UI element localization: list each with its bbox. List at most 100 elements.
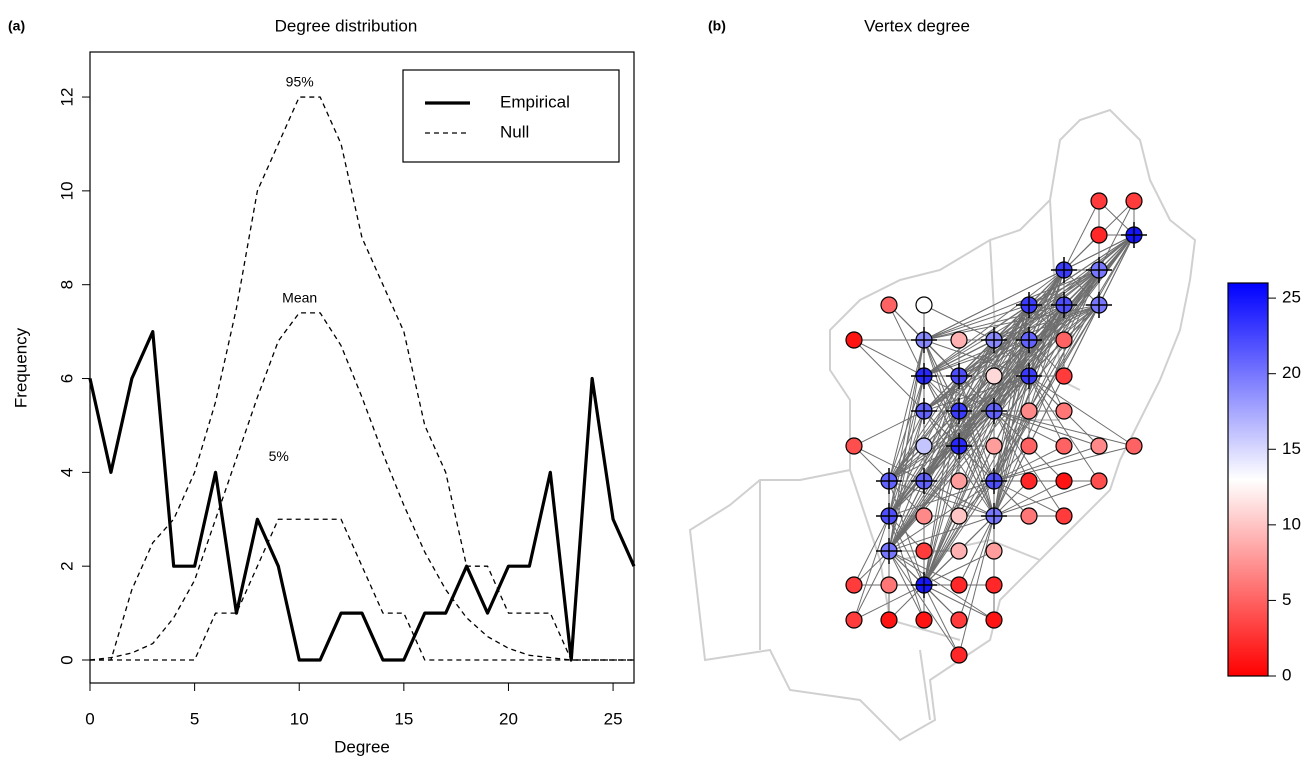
node bbox=[1055, 472, 1073, 490]
edge bbox=[853, 410, 925, 447]
edge bbox=[888, 410, 925, 482]
y-tick-label: 6 bbox=[57, 374, 76, 383]
colorbar-tick-label: 20 bbox=[1282, 363, 1301, 382]
x-axis-label: Degree bbox=[334, 737, 390, 756]
node bbox=[880, 576, 898, 594]
node bbox=[880, 611, 898, 629]
edge bbox=[1028, 339, 1065, 412]
edge bbox=[888, 550, 995, 621]
x-tick-label: 10 bbox=[290, 709, 309, 728]
colorbar-tick-label: 5 bbox=[1282, 590, 1291, 609]
plot-frame bbox=[89, 51, 635, 684]
edge bbox=[923, 584, 960, 656]
node bbox=[1055, 367, 1073, 385]
node bbox=[845, 331, 863, 349]
edge bbox=[923, 339, 1030, 377]
node bbox=[1090, 437, 1108, 455]
node bbox=[1055, 402, 1073, 420]
node bbox=[845, 611, 863, 629]
node bbox=[1090, 192, 1108, 210]
node bbox=[950, 576, 968, 594]
node bbox=[1020, 402, 1038, 420]
node bbox=[1055, 437, 1073, 455]
node bbox=[1055, 331, 1073, 349]
node bbox=[880, 296, 898, 314]
edge bbox=[958, 515, 995, 656]
series-line bbox=[88, 330, 636, 662]
series-annotation: 95% bbox=[286, 74, 314, 90]
panel-label: (b) bbox=[708, 18, 726, 34]
node bbox=[950, 472, 968, 490]
edge bbox=[923, 480, 995, 586]
legend-label: Empirical bbox=[500, 92, 570, 111]
edge bbox=[958, 515, 995, 621]
edge bbox=[888, 550, 925, 621]
edge bbox=[1028, 375, 1065, 447]
node bbox=[915, 611, 933, 629]
node bbox=[1125, 437, 1143, 455]
edge bbox=[923, 584, 995, 621]
node bbox=[915, 296, 933, 314]
edge bbox=[958, 515, 995, 586]
chart-title: Vertex degree bbox=[864, 16, 970, 35]
node bbox=[1090, 226, 1108, 244]
x-tick-label: 25 bbox=[604, 709, 623, 728]
edge bbox=[1028, 269, 1100, 306]
edge bbox=[923, 375, 1030, 412]
edge bbox=[888, 515, 995, 552]
node bbox=[845, 576, 863, 594]
node bbox=[1020, 507, 1038, 525]
series-line bbox=[90, 96, 634, 661]
y-tick-label: 4 bbox=[57, 468, 76, 477]
edge bbox=[958, 339, 1030, 377]
node bbox=[1020, 472, 1038, 490]
edge bbox=[993, 480, 1100, 517]
y-tick-label: 2 bbox=[57, 561, 76, 570]
edge bbox=[853, 339, 925, 377]
edge bbox=[853, 515, 890, 586]
node bbox=[985, 576, 1003, 594]
node bbox=[950, 611, 968, 629]
node bbox=[1020, 437, 1038, 455]
edge bbox=[923, 550, 995, 586]
edge bbox=[1028, 375, 1100, 482]
edge bbox=[1028, 375, 1135, 447]
node bbox=[985, 611, 1003, 629]
edge bbox=[923, 480, 995, 517]
edge bbox=[923, 269, 1100, 341]
map-outline bbox=[688, 108, 1197, 742]
colorbar bbox=[1227, 282, 1269, 677]
node bbox=[915, 542, 933, 560]
y-tick-label: 0 bbox=[57, 655, 76, 664]
y-tick-label: 10 bbox=[57, 181, 76, 200]
node bbox=[985, 367, 1003, 385]
node bbox=[915, 437, 933, 455]
node bbox=[985, 437, 1003, 455]
edge bbox=[853, 339, 925, 412]
node bbox=[1125, 192, 1143, 210]
series-annotation: Mean bbox=[282, 290, 317, 306]
panel-label: (a) bbox=[8, 18, 25, 34]
series-line bbox=[89, 312, 634, 661]
edge bbox=[853, 445, 925, 482]
edge bbox=[1063, 200, 1100, 271]
node bbox=[950, 542, 968, 560]
edge bbox=[888, 550, 960, 656]
edge bbox=[853, 515, 890, 621]
node bbox=[1090, 472, 1108, 490]
edge bbox=[923, 269, 1065, 341]
node bbox=[1055, 507, 1073, 525]
colorbar-tick-label: 25 bbox=[1282, 288, 1301, 307]
series-line bbox=[90, 518, 634, 661]
edge bbox=[993, 410, 1100, 447]
series-annotation: 5% bbox=[269, 448, 289, 464]
node bbox=[985, 542, 1003, 560]
y-axis-label: Frequency bbox=[11, 327, 30, 408]
edge bbox=[888, 375, 925, 482]
x-tick-label: 0 bbox=[85, 709, 94, 728]
x-tick-label: 20 bbox=[499, 709, 518, 728]
edge bbox=[923, 304, 995, 341]
node bbox=[950, 331, 968, 349]
edge bbox=[993, 410, 1065, 447]
